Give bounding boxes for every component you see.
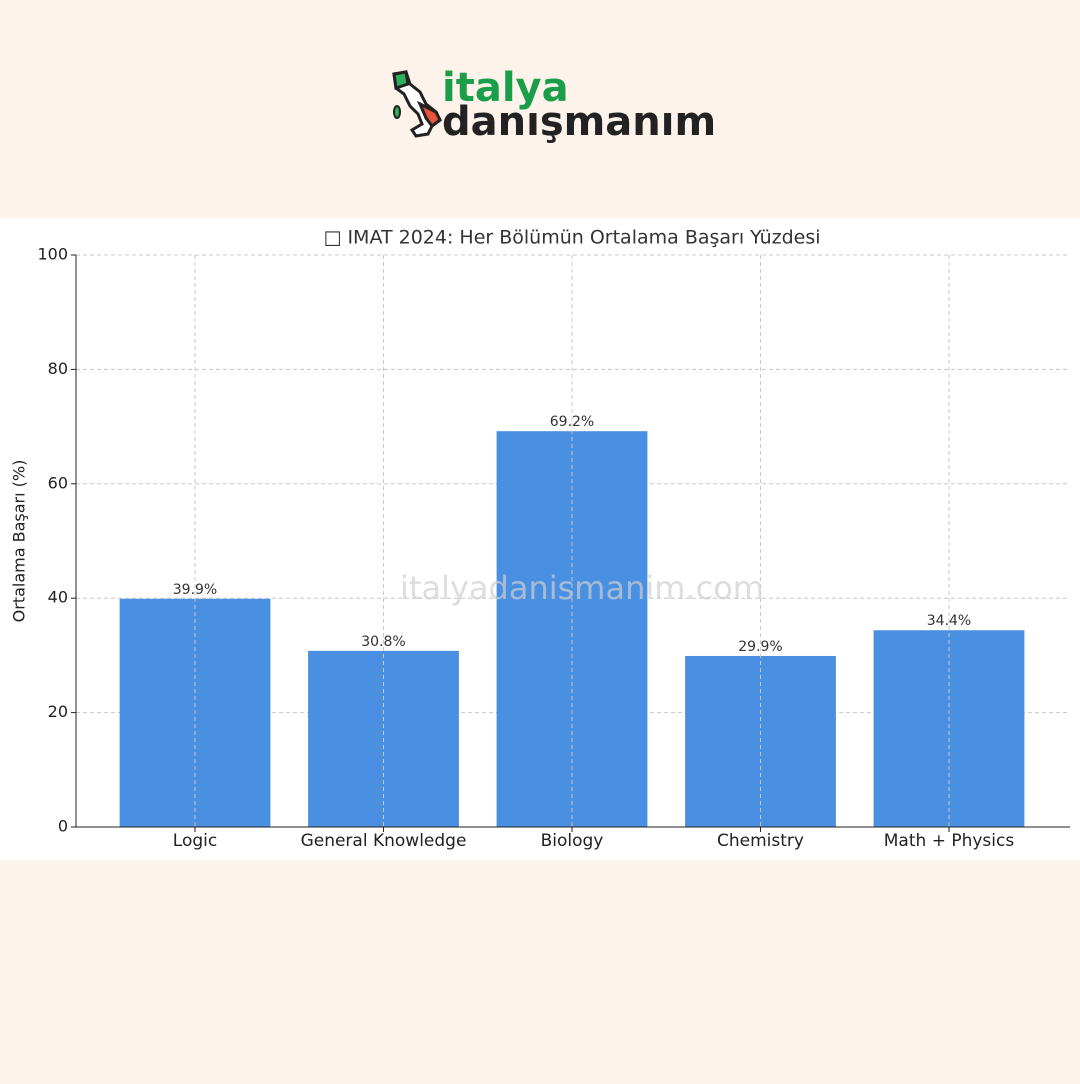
watermark: italyadanismanim.com: [400, 569, 764, 607]
y-tick-label: 40: [48, 588, 68, 607]
value-label: 69.2%: [550, 414, 594, 430]
y-tick-label: 60: [48, 473, 68, 492]
plot: 0 20 40 60 80 100 Logic 39.9% General Knowledge 3…: [37, 245, 1070, 851]
x-tick-label: Biology: [541, 831, 604, 851]
logo-line1: italya: [442, 65, 569, 111]
x-tick-label: Math + Physics: [884, 831, 1015, 851]
value-label: 29.9%: [738, 639, 782, 655]
x-tick-label: Chemistry: [717, 831, 804, 851]
y-tick-label: 100: [37, 245, 68, 264]
logo-line2: danışmanım: [442, 99, 716, 145]
map-red: [417, 100, 442, 129]
y-axis-label: Ortalama Başarı (%): [10, 460, 29, 623]
value-label: 34.4%: [927, 613, 971, 629]
y-tick-label: 80: [48, 359, 68, 378]
x-tick-label: Logic: [173, 831, 217, 851]
chart-title: □ IMAT 2024: Her Bölümün Ortalama Başarı…: [323, 227, 820, 249]
x-tick-label: General Knowledge: [301, 831, 467, 851]
value-label: 39.9%: [173, 582, 217, 598]
map-island: [393, 105, 401, 119]
map-green: [392, 70, 410, 90]
y-tick-label: 20: [48, 702, 68, 721]
value-label: 30.8%: [361, 634, 405, 650]
y-tick-label: 0: [58, 817, 68, 836]
logo: italya danışmanım: [392, 65, 716, 145]
